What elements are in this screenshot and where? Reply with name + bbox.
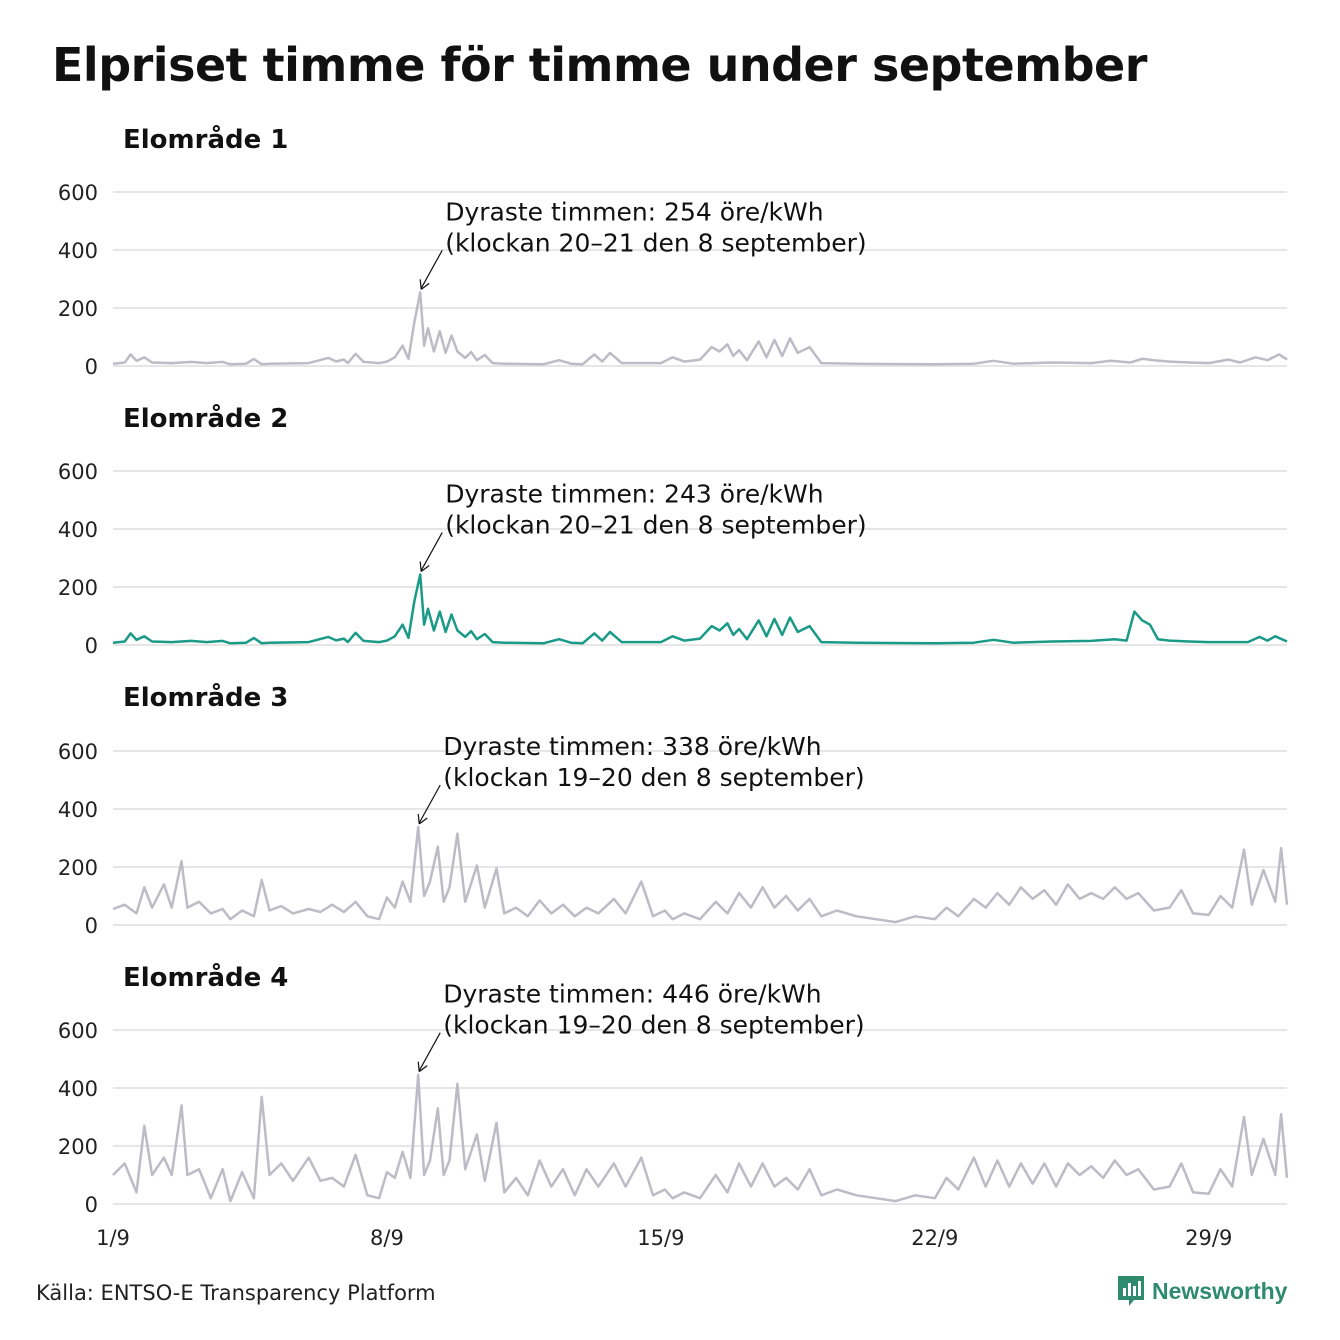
y-tick-label: 400	[58, 1077, 98, 1101]
x-tick-label: 8/9	[370, 1226, 404, 1250]
y-tick-label: 200	[58, 297, 98, 321]
y-tick-label: 200	[58, 856, 98, 880]
page-title: Elpriset timme för timme under september	[52, 38, 1147, 92]
annotation-text: Dyraste timmen: 338 öre/kWh	[443, 732, 821, 761]
annotation-text: (klockan 19–20 den 8 september)	[443, 763, 864, 792]
panel-title: Elområde 1	[123, 123, 288, 155]
y-tick-label: 600	[58, 181, 98, 205]
annotation-text: Dyraste timmen: 446 öre/kWh	[443, 980, 821, 1009]
y-tick-label: 0	[85, 355, 98, 379]
newsworthy-logo-icon	[1118, 1276, 1144, 1306]
annotation-arrow	[420, 250, 443, 289]
panel-title: Elområde 3	[123, 681, 288, 713]
y-tick-label: 400	[58, 518, 98, 542]
annotation-arrow	[418, 1032, 441, 1071]
annotation-arrowhead	[417, 813, 428, 825]
annotation-arrowhead	[417, 1061, 428, 1073]
x-tick-label: 29/9	[1185, 1226, 1232, 1250]
annotation-arrow	[418, 784, 441, 824]
y-tick-label: 0	[85, 634, 98, 658]
x-tick-label: 22/9	[911, 1226, 958, 1250]
series-line	[112, 291, 1288, 366]
series-line	[112, 1073, 1289, 1203]
annotation-arrowhead	[419, 561, 430, 573]
series-line	[112, 573, 1288, 645]
y-tick-label: 0	[85, 1193, 98, 1217]
annotation-text: (klockan 20–21 den 8 september)	[445, 228, 866, 257]
annotation-arrow	[420, 532, 443, 571]
panel-title: Elområde 4	[123, 961, 288, 993]
x-tick-label: 1/9	[96, 1226, 130, 1250]
y-tick-label: 0	[85, 914, 98, 938]
y-tick-label: 600	[58, 1019, 98, 1043]
source-note: Källa: ENTSO-E Transparency Platform	[36, 1281, 436, 1305]
annotation-text: Dyraste timmen: 243 öre/kWh	[445, 480, 823, 509]
annotation-text: Dyraste timmen: 254 öre/kWh	[445, 197, 823, 226]
y-tick-label: 200	[58, 1135, 98, 1159]
annotation-arrowhead	[419, 279, 430, 290]
brand-name: Newsworthy	[1152, 1277, 1288, 1304]
y-tick-label: 600	[58, 460, 98, 484]
y-tick-label: 400	[58, 239, 98, 263]
annotation-text: (klockan 20–21 den 8 september)	[445, 511, 866, 540]
y-tick-label: 400	[58, 798, 98, 822]
series-line	[112, 825, 1289, 924]
annotation-text: (klockan 19–20 den 8 september)	[443, 1011, 864, 1040]
y-tick-label: 600	[58, 740, 98, 764]
brand-logo: Newsworthy	[1116, 1274, 1287, 1308]
panel-title: Elområde 2	[123, 402, 288, 434]
y-tick-label: 200	[58, 576, 98, 600]
x-tick-label: 15/9	[637, 1226, 684, 1250]
